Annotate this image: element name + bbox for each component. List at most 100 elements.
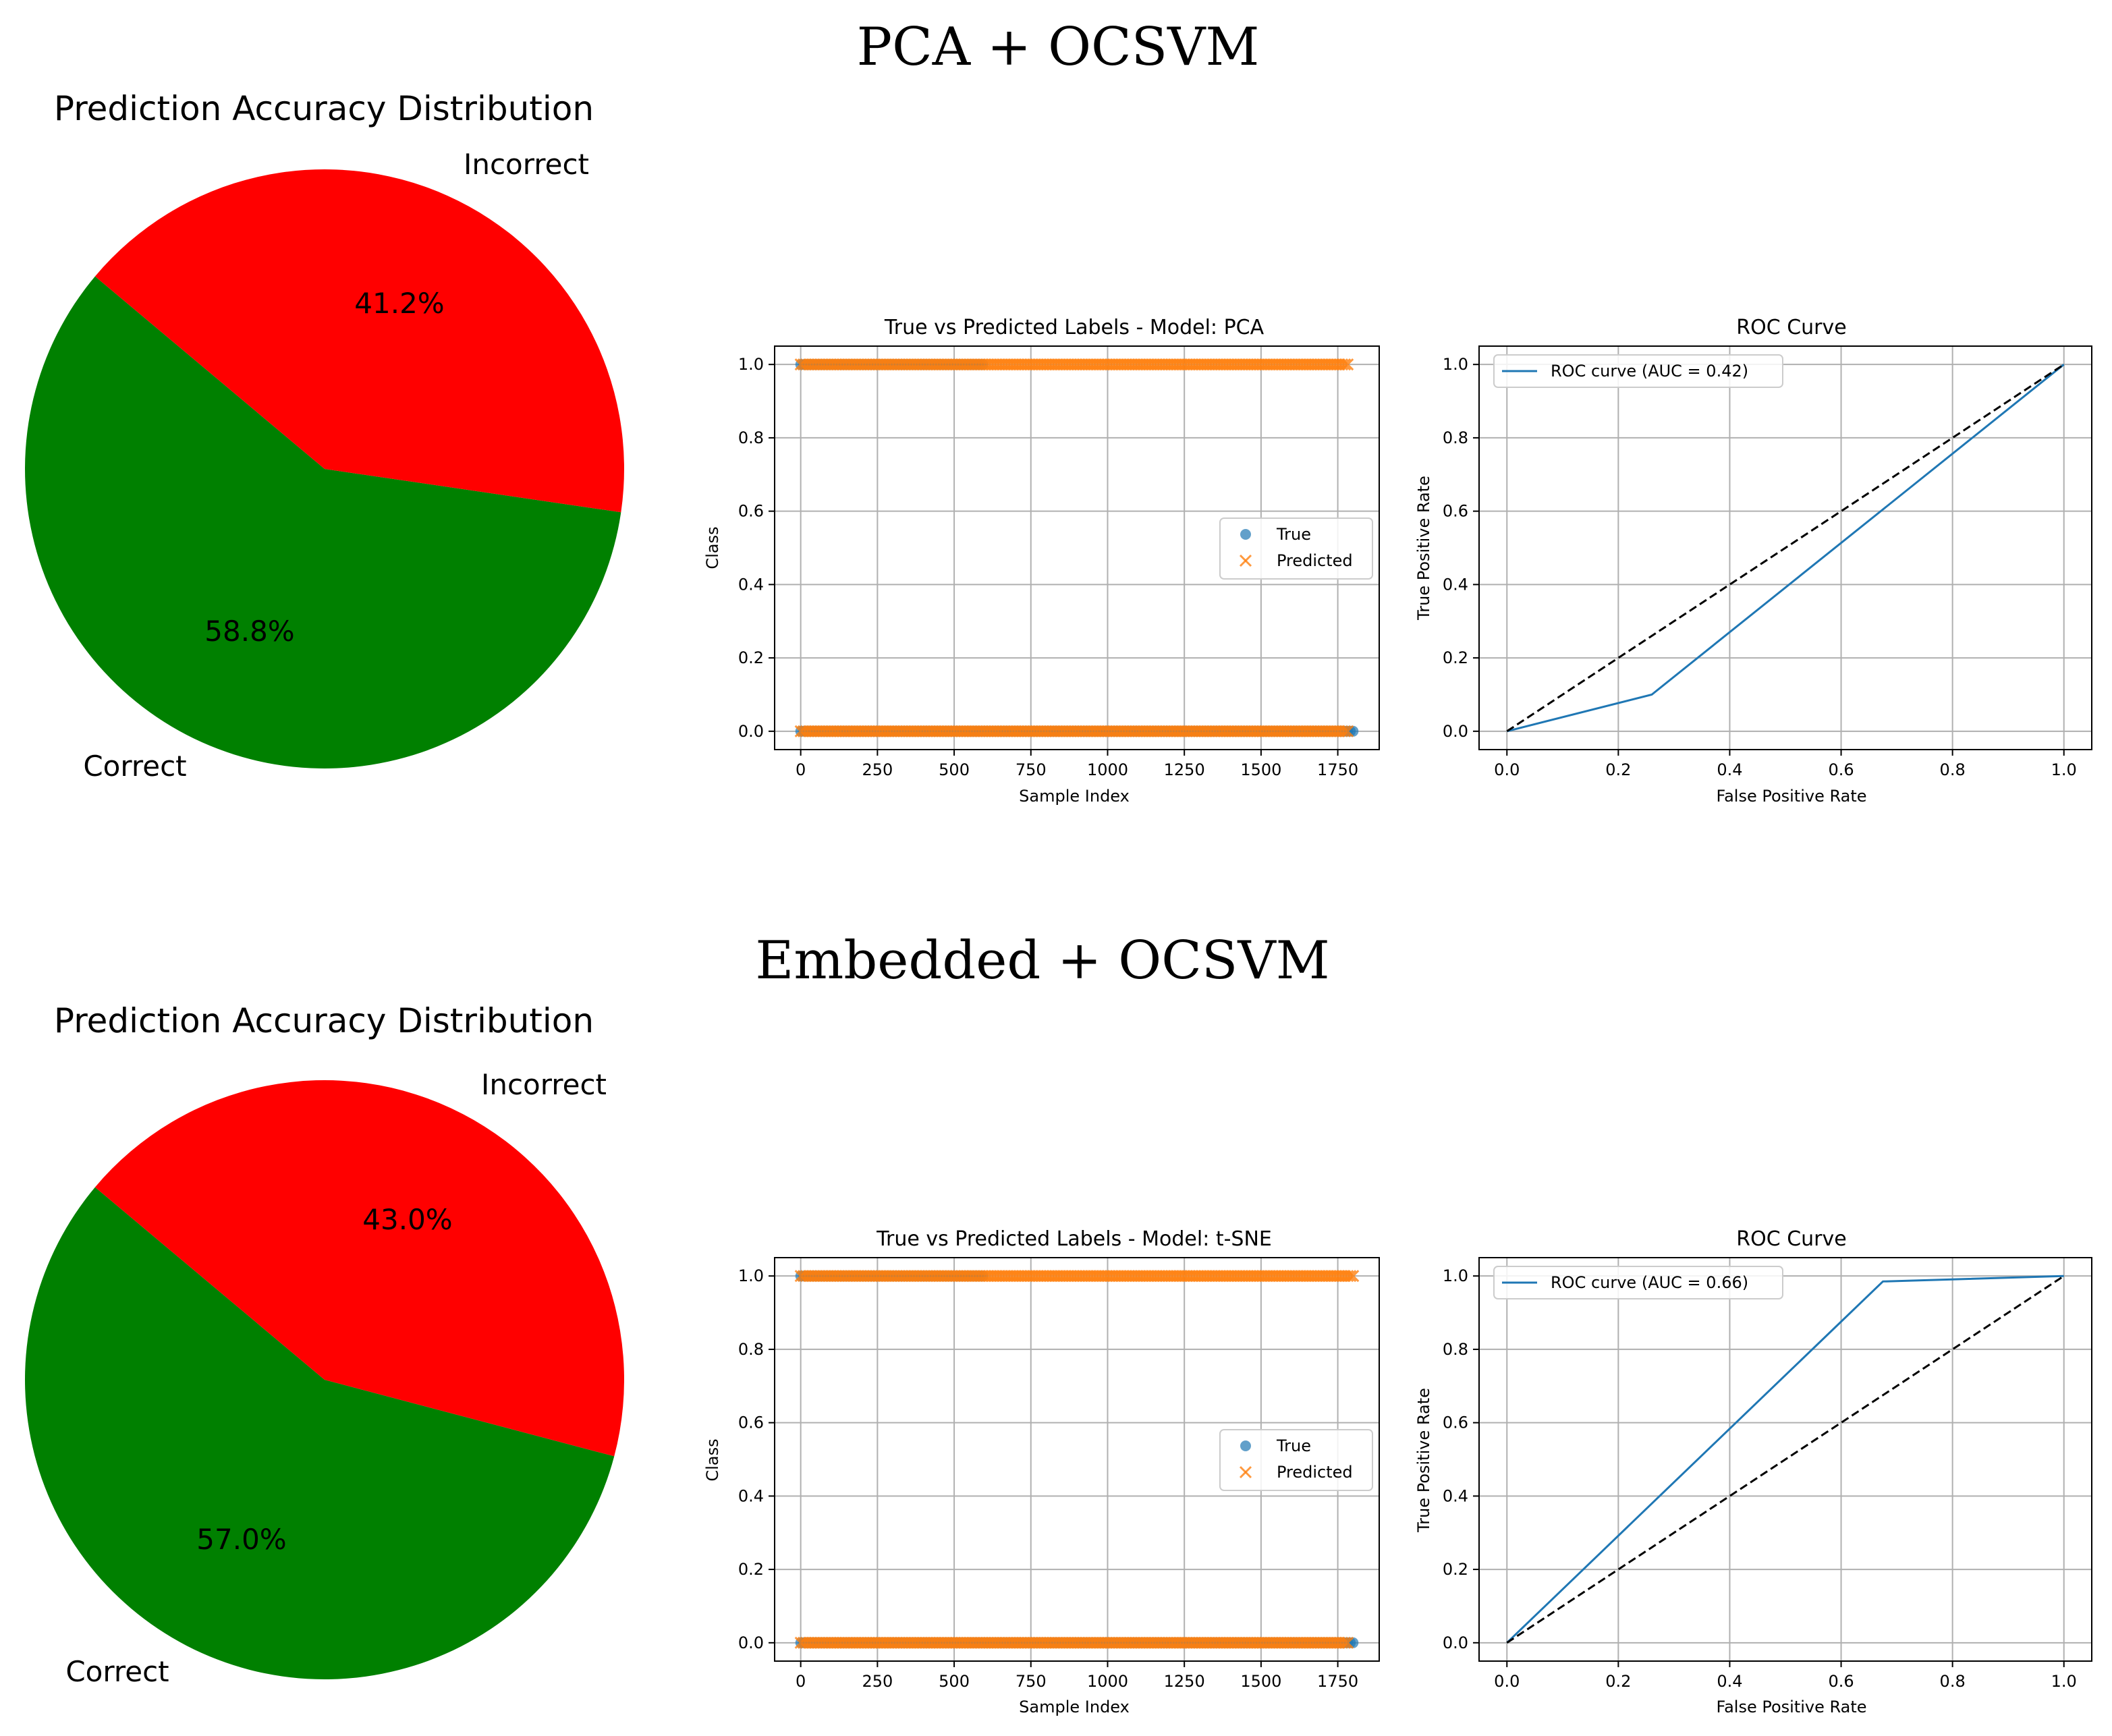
legend-label-roc: ROC curve (AUC = 0.66): [1551, 1273, 1748, 1292]
y-tick-label: 0.8: [1443, 428, 1468, 447]
x-tick-label: 1000: [1087, 760, 1128, 779]
pie-slice-correct: [25, 1187, 615, 1680]
x-tick-label: 1500: [1240, 1672, 1281, 1691]
legend-marker-true: [1240, 1440, 1251, 1451]
y-tick-label: 0.4: [1443, 575, 1468, 594]
pie-label-incorrect: Incorrect: [464, 148, 589, 181]
y-tick-label: 0.2: [1443, 1560, 1468, 1579]
x-tick-label: 0: [796, 760, 806, 779]
roc-chance-line: [1506, 363, 2065, 733]
legend-label-roc: ROC curve (AUC = 0.42): [1551, 362, 1748, 381]
pie-title: Prediction Accuracy Distribution: [54, 1001, 594, 1040]
section-title-embedded: Embedded + OCSVM: [755, 930, 1329, 991]
scatter-point-predicted: [1335, 358, 1349, 371]
scatter-point-predicted: [1335, 725, 1349, 737]
y-tick-label: 0.8: [738, 428, 764, 447]
x-tick-label: 1.0: [2051, 760, 2077, 779]
pie-slice-incorrect: [94, 1080, 625, 1457]
y-tick-label: 0.6: [1443, 502, 1468, 521]
roc-chart-embedded: ROC Curve 0.0 0.2 0.4 0.6 0.8 1.0 0.0 0.2 0.4 0.6…: [1414, 1227, 2092, 1716]
roc-title: ROC Curve: [1736, 316, 1846, 339]
scatter-series-predicted: [794, 358, 1354, 737]
y-tick-label: 0.6: [738, 502, 764, 521]
legend: ROC curve (AUC = 0.66): [1493, 1266, 1783, 1299]
x-tick-label: 0.2: [1605, 760, 1631, 779]
y-tick-label: 1.0: [738, 1266, 764, 1285]
x-tick-label: 0.4: [1717, 1672, 1742, 1691]
pie-pct-incorrect: 41.2%: [354, 287, 444, 320]
pie-label-correct: Correct: [83, 750, 186, 783]
y-tick-label: 0.0: [1443, 1633, 1468, 1652]
legend-marker-true: [1240, 529, 1251, 540]
x-tick-label: 0.0: [1494, 1672, 1520, 1691]
y-axis-label: Class: [703, 526, 722, 569]
x-tick-label: 1250: [1164, 760, 1205, 779]
pie-label-incorrect: Incorrect: [481, 1068, 607, 1101]
legend: True Predicted: [1219, 517, 1373, 580]
pie-slice-incorrect: [94, 169, 625, 513]
x-tick-label: 250: [862, 1672, 893, 1691]
pie-title: Prediction Accuracy Distribution: [54, 89, 594, 128]
axes-frame: [1478, 345, 2092, 750]
scatter-point-predicted: [1341, 1636, 1354, 1649]
legend-label-predicted: Predicted: [1277, 1463, 1353, 1482]
y-tick-label: 0.2: [1443, 648, 1468, 667]
scatter-title: True vs Predicted Labels - Model: PCA: [884, 316, 1265, 339]
y-tick-label: 1.0: [738, 355, 764, 374]
y-tick-label: 0.4: [738, 575, 764, 594]
x-tick-label: 0.6: [1828, 760, 1854, 779]
y-tick-label: 0.6: [738, 1413, 764, 1432]
y-tick-label: 0.8: [1443, 1340, 1468, 1359]
y-tick-label: 0.4: [738, 1486, 764, 1505]
pie-chart-embedded: Prediction Accuracy Distribution Correct…: [25, 1001, 625, 1688]
scatter-point-predicted: [1341, 1270, 1354, 1283]
x-axis-label: Sample Index: [1019, 1698, 1130, 1716]
x-tick-label: 250: [862, 760, 893, 779]
x-tick-label: 0.0: [1494, 760, 1520, 779]
pie-chart-pca: Prediction Accuracy Distribution Correct…: [25, 89, 625, 783]
x-axis-label: False Positive Rate: [1716, 1698, 1866, 1716]
scatter-title: True vs Predicted Labels - Model: t-SNE: [876, 1227, 1272, 1251]
x-tick-label: 1000: [1087, 1672, 1128, 1691]
x-tick-label: 500: [939, 1672, 970, 1691]
scatter-chart-pca: True vs Predicted Labels - Model: PCA 0 2…: [703, 316, 1380, 806]
y-tick-label: 0.0: [1443, 722, 1468, 741]
pie-label-correct: Correct: [65, 1655, 169, 1688]
x-tick-label: 750: [1016, 760, 1047, 779]
y-tick-label: 0.6: [1443, 1413, 1468, 1432]
y-tick-label: 0.0: [738, 1633, 764, 1652]
legend: True Predicted: [1219, 1429, 1373, 1491]
scatter-point-predicted: [1339, 1636, 1352, 1649]
axes-frame: [1478, 1257, 2092, 1662]
x-tick-label: 0.4: [1717, 760, 1742, 779]
x-tick-label: 0: [796, 1672, 806, 1691]
y-tick-label: 1.0: [1443, 355, 1468, 374]
scatter-point-predicted: [1344, 1270, 1357, 1283]
legend-label-true: True: [1276, 1436, 1311, 1455]
y-tick-label: 0.0: [738, 722, 764, 741]
x-tick-label: 1500: [1240, 760, 1281, 779]
roc-curve-line: [1506, 1275, 2064, 1644]
legend: ROC curve (AUC = 0.42): [1493, 354, 1783, 388]
x-tick-label: 1250: [1164, 1672, 1205, 1691]
legend-marker-predicted: [1239, 1465, 1252, 1479]
scatter-point-predicted: [1341, 725, 1354, 737]
y-tick-label: 0.2: [738, 1560, 764, 1579]
pie-pct-correct: 57.0%: [196, 1523, 286, 1556]
x-tick-label: 0.6: [1828, 1672, 1854, 1691]
legend-marker-predicted: [1239, 554, 1252, 567]
x-tick-label: 0.8: [1940, 1672, 1966, 1691]
scatter-point-predicted: [1335, 1636, 1349, 1649]
y-axis-label: True Positive Rate: [1414, 476, 1433, 621]
y-tick-label: 1.0: [1443, 1266, 1468, 1285]
pie-pct-incorrect: 43.0%: [362, 1203, 452, 1236]
pie-pct-correct: 58.8%: [204, 615, 294, 648]
legend-label-predicted: Predicted: [1277, 551, 1353, 570]
x-tick-label: 500: [939, 760, 970, 779]
scatter-point-predicted: [1341, 358, 1354, 371]
x-tick-label: 0.2: [1605, 1672, 1631, 1691]
x-axis-label: False Positive Rate: [1716, 787, 1866, 806]
axes-frame: [774, 1257, 1380, 1662]
y-tick-label: 0.8: [738, 1340, 764, 1359]
